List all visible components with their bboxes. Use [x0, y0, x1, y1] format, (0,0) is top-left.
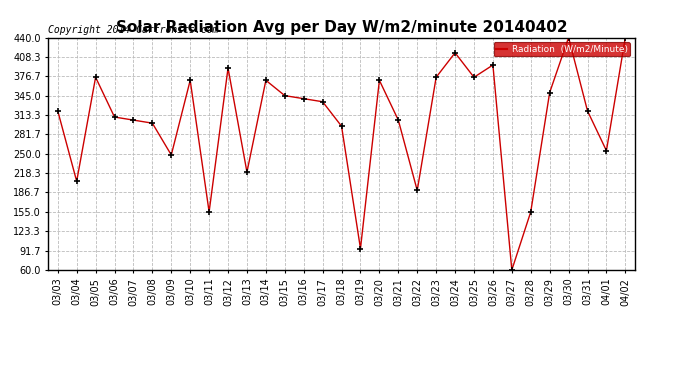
Legend: Radiation  (W/m2/Minute): Radiation (W/m2/Minute) [493, 42, 630, 56]
Text: Copyright 2014 Cartronics.com: Copyright 2014 Cartronics.com [48, 25, 219, 35]
Title: Solar Radiation Avg per Day W/m2/minute 20140402: Solar Radiation Avg per Day W/m2/minute … [116, 20, 567, 35]
